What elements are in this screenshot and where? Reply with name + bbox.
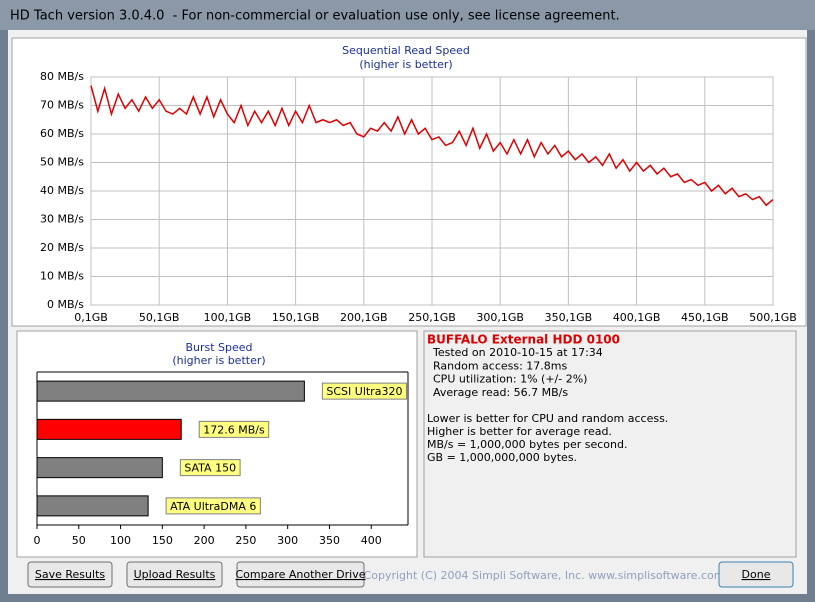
y-tick-label: 60 MB/s <box>40 127 84 140</box>
y-tick-label: 10 MB/s <box>40 270 84 283</box>
y-tick-label: 30 MB/s <box>40 213 84 226</box>
x-tick-label: 100 <box>110 534 131 547</box>
button-label[interactable]: Save Results <box>35 568 105 581</box>
info-panel <box>423 330 797 558</box>
info-line: GB = 1,000,000,000 bytes. <box>427 451 577 464</box>
x-tick-label: 350,1GB <box>545 311 593 324</box>
x-tick-label: 0,1GB <box>74 311 108 324</box>
x-tick-label: 150 <box>152 534 173 547</box>
info-line: CPU utilization: 1% (+/- 2%) <box>433 373 587 386</box>
chart-subtitle: (higher is better) <box>172 354 265 367</box>
y-tick-label: 70 MB/s <box>40 99 84 112</box>
x-tick-label: 450,1GB <box>681 311 729 324</box>
button[interactable] <box>27 561 113 588</box>
chart-title: Burst Speed <box>185 341 252 354</box>
x-tick-label: 300 <box>277 534 298 547</box>
x-tick-label: 0 <box>34 534 41 547</box>
burst-panel <box>16 330 418 558</box>
button-bar: Save Results Upload Results Compare Anothe… <box>27 561 794 588</box>
button-label[interactable]: Done <box>742 568 771 581</box>
bar-label: SCSI Ultra320 <box>326 385 402 398</box>
x-tick-label: 300,1GB <box>476 311 524 324</box>
info-line: Lower is better for CPU and random acces… <box>427 412 668 425</box>
button[interactable] <box>718 561 794 588</box>
x-tick-label: 500,1GB <box>749 311 797 324</box>
bar <box>36 380 305 402</box>
copyright: Copyright (C) 2004 Simpli Software, Inc.… <box>364 569 725 582</box>
info-line: Higher is better for average read. <box>427 425 612 438</box>
x-tick-label: 400,1GB <box>613 311 661 324</box>
button[interactable] <box>126 561 223 588</box>
bar-label: ATA UltraDMA 6 <box>170 500 256 513</box>
window-title: HD Tach version 3.0.4.0 - For non-commer… <box>10 9 620 24</box>
x-tick-label: 200,1GB <box>340 311 388 324</box>
bar-label: SATA 150 <box>184 462 236 475</box>
info-line: MB/s = 1,000,000 bytes per second. <box>427 438 627 451</box>
x-tick-label: 400 <box>361 534 382 547</box>
title-bar <box>0 0 815 30</box>
x-tick-label: 200 <box>194 534 215 547</box>
bar <box>36 457 163 479</box>
drive-name: BUFFALO External HDD 0100 <box>427 333 620 347</box>
y-tick-label: 40 MB/s <box>40 184 84 197</box>
x-tick-label: 150,1GB <box>272 311 320 324</box>
chart-subtitle: (higher is better) <box>359 58 452 71</box>
x-tick-label: 250 <box>235 534 256 547</box>
x-tick-label: 350 <box>319 534 340 547</box>
y-tick-label: 0 MB/s <box>47 298 84 311</box>
button-label[interactable]: Compare Another Drive <box>235 568 365 581</box>
bar-label: 172.6 MB/s <box>203 423 265 436</box>
info-line: Average read: 56.7 MB/s <box>433 386 568 399</box>
read-speed-line <box>90 85 774 207</box>
label-box <box>321 382 407 400</box>
button-label[interactable]: Upload Results <box>134 568 216 581</box>
label-box <box>198 420 270 438</box>
label-box <box>179 459 241 477</box>
bar <box>36 495 149 517</box>
x-tick-label: 250,1GB <box>408 311 456 324</box>
button[interactable] <box>236 561 365 588</box>
x-tick-label: 50,1GB <box>139 311 180 324</box>
y-tick-label: 20 MB/s <box>40 241 84 254</box>
bar <box>36 418 182 440</box>
y-tick-label: 50 MB/s <box>40 156 84 169</box>
y-tick-label: 80 MB/s <box>40 70 84 83</box>
info-line: Random access: 17.8ms <box>433 359 568 372</box>
chart-title: Sequential Read Speed <box>342 44 470 57</box>
x-tick-label: 50 <box>72 534 86 547</box>
x-tick-label: 100,1GB <box>204 311 252 324</box>
label-box <box>165 497 261 515</box>
info-line: Tested on 2010-10-15 at 17:34 <box>432 346 603 359</box>
